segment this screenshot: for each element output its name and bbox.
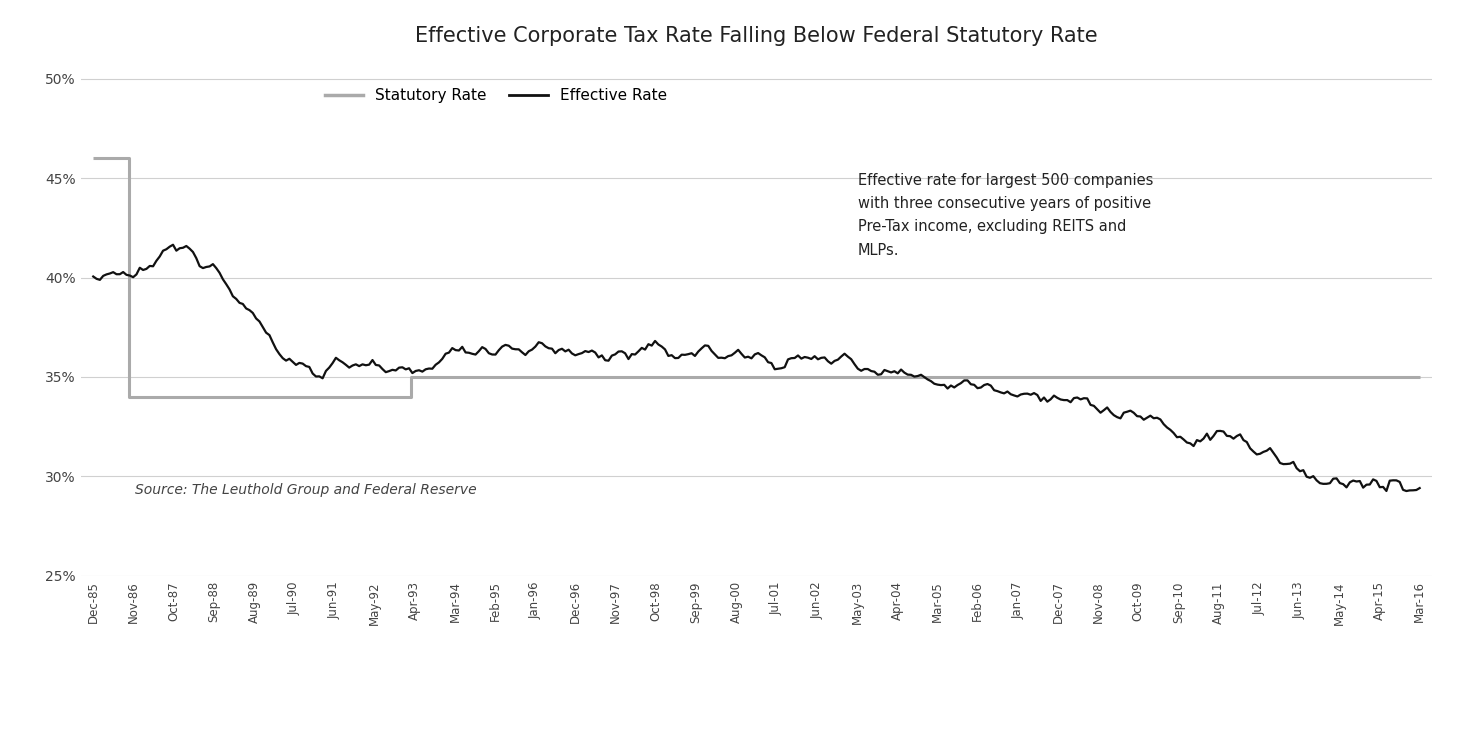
Text: Source: The Leuthold Group and Federal Reserve: Source: The Leuthold Group and Federal R… xyxy=(136,483,477,497)
Legend: Statutory Rate, Effective Rate: Statutory Rate, Effective Rate xyxy=(319,82,673,109)
Title: Effective Corporate Tax Rate Falling Below Federal Statutory Rate: Effective Corporate Tax Rate Falling Bel… xyxy=(415,27,1098,46)
Text: Effective rate for largest 500 companies
with three consecutive years of positiv: Effective rate for largest 500 companies… xyxy=(858,173,1153,258)
